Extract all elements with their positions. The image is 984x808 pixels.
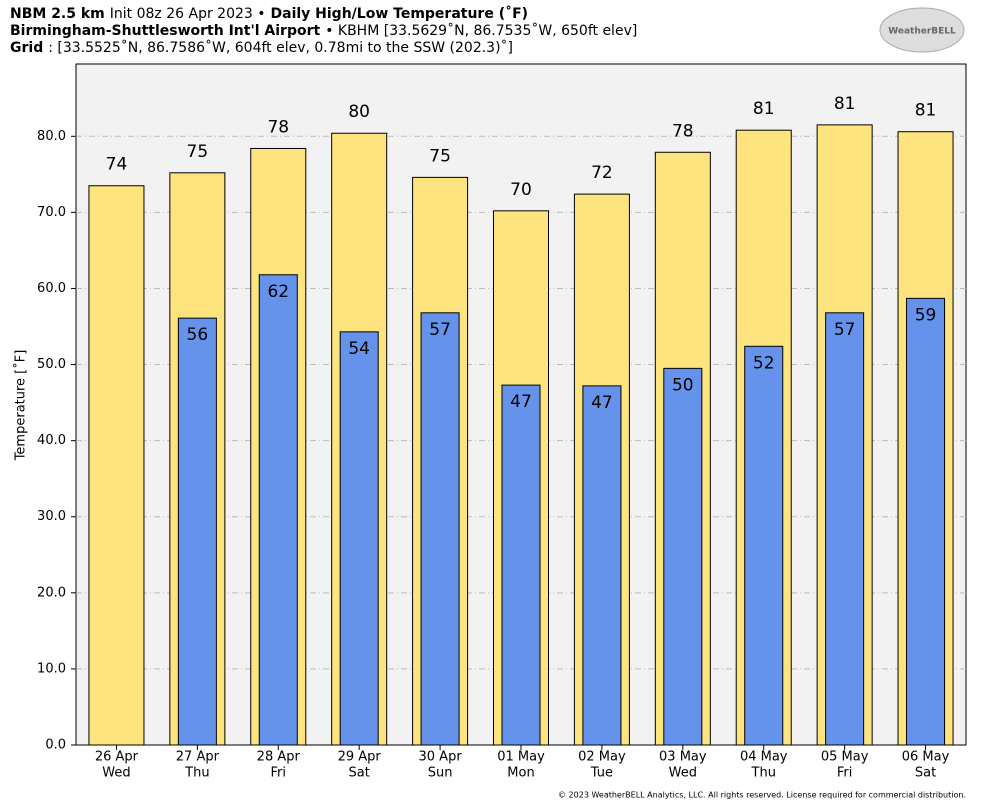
title-segment: Daily High/Low Temperature (˚F) [271, 5, 529, 22]
title-line: Birmingham-Shuttlesworth Int'l Airport • … [10, 22, 637, 39]
value-label: 78 [267, 117, 289, 137]
x-tick-label: 26 Apr [95, 750, 139, 765]
x-tick-sublabel: Mon [507, 766, 534, 781]
bar [501, 384, 541, 746]
value-label: 74 [106, 155, 128, 175]
y-tick-label: 60.0 [37, 281, 66, 296]
title-line: Grid : [33.5525˚N, 86.7586˚W, 604ft elev,… [10, 39, 513, 56]
title-segment: Birmingham-Shuttlesworth Int'l Airport [10, 23, 320, 39]
y-tick-label: 80.0 [37, 129, 66, 144]
x-tick-sublabel: Thu [751, 766, 776, 781]
bar [906, 297, 946, 746]
x-tick-label: 27 Apr [176, 750, 220, 765]
value-label: 75 [187, 142, 209, 162]
value-label: 75 [429, 146, 451, 166]
x-tick-sublabel: Wed [102, 766, 130, 781]
bar [744, 345, 784, 746]
y-axis-label: Temperature [˚F] [13, 350, 29, 462]
x-tick-label: 03 May [659, 750, 707, 765]
value-label: 81 [915, 101, 937, 121]
value-label: 72 [591, 163, 613, 183]
x-tick-sublabel: Thu [184, 766, 209, 781]
value-label: 62 [267, 282, 289, 302]
x-tick-sublabel: Sun [428, 766, 453, 781]
value-label: 50 [672, 375, 694, 395]
y-tick-label: 70.0 [37, 205, 66, 220]
x-tick-label: 04 May [740, 750, 788, 765]
y-tick-label: 40.0 [37, 433, 66, 448]
logo-badge [879, 7, 965, 53]
y-tick-label: 10.0 [37, 661, 66, 676]
value-label: 80 [348, 102, 370, 122]
y-tick-label: 50.0 [37, 357, 66, 372]
bar [825, 312, 865, 746]
value-label: 81 [834, 94, 856, 114]
title-line: NBM 2.5 km Init 08z 26 Apr 2023 • Daily Hi… [10, 5, 528, 22]
x-tick-label: 30 Apr [419, 750, 463, 765]
y-tick-label: 0.0 [45, 738, 66, 753]
bar [663, 367, 703, 746]
bar [582, 385, 622, 746]
value-label: 52 [753, 353, 775, 373]
x-tick-label: 28 Apr [257, 750, 301, 765]
x-tick-label: 01 May [497, 750, 545, 765]
x-tick-label: 06 May [902, 750, 950, 765]
title-segment: : [33.5525˚N, 86.7586˚W, 604ft elev, 0.7… [48, 39, 513, 56]
title-segment: Init 08z 26 Apr 2023 • [110, 6, 266, 22]
x-tick-sublabel: Fri [271, 766, 287, 781]
x-tick-sublabel: Fri [837, 766, 853, 781]
title-segment: • KBHM [33.5629˚N, 86.7535˚W, 650ft elev… [325, 22, 637, 39]
x-tick-label: 29 Apr [338, 750, 382, 765]
bar [339, 331, 379, 746]
title-segment: NBM 2.5 km [10, 6, 105, 22]
credit: © 2023 WeatherBELL Analytics, LLC. All r… [558, 791, 966, 800]
x-tick-sublabel: Sat [915, 766, 936, 781]
value-label: 59 [915, 305, 937, 325]
value-label: 81 [753, 99, 775, 119]
value-label: 70 [510, 180, 532, 200]
x-tick-sublabel: Tue [590, 766, 613, 781]
value-label: 57 [834, 320, 856, 340]
value-label: 54 [348, 339, 370, 359]
title-segment: Grid [10, 40, 43, 56]
x-tick-sublabel: Wed [669, 766, 697, 781]
value-label: 57 [429, 320, 451, 340]
bar [258, 274, 298, 746]
value-label: 56 [187, 325, 209, 345]
y-tick-label: 20.0 [37, 585, 66, 600]
y-tick-label: 30.0 [37, 509, 66, 524]
x-tick-label: 05 May [821, 750, 869, 765]
bar [88, 185, 145, 746]
bar [177, 317, 217, 746]
logo: WeatherBELL [888, 27, 956, 37]
bar [420, 312, 460, 746]
value-label: 47 [591, 393, 613, 413]
x-tick-label: 02 May [578, 750, 626, 765]
value-label: 47 [510, 392, 532, 412]
value-label: 78 [672, 121, 694, 141]
x-tick-sublabel: Sat [349, 766, 370, 781]
